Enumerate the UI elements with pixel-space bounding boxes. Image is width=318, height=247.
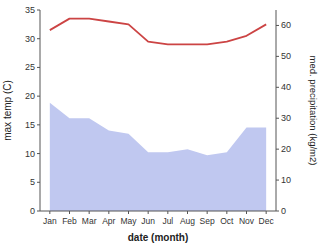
x-tick — [128, 211, 129, 214]
y-tick-label: 10 — [25, 149, 35, 159]
y-tick-label: 20 — [25, 91, 35, 101]
plot-area — [50, 19, 266, 211]
x-tick-label: Aug — [180, 216, 195, 226]
y-tick — [37, 10, 40, 11]
x-tick — [49, 211, 50, 214]
y-tick — [37, 67, 40, 68]
y-tick-label: 0 — [30, 206, 35, 216]
y-tick-label: 35 — [25, 5, 35, 15]
y2-axis-label: med. precipitation (kg/m2) — [308, 56, 318, 166]
x-tick-label: Jul — [162, 216, 173, 226]
x-axis-label: date (month) — [128, 232, 189, 243]
y2-tick — [276, 149, 279, 150]
y2-axis-line — [276, 10, 277, 211]
x-axis-line — [40, 211, 276, 212]
x-tick-label: May — [120, 216, 137, 226]
y-tick — [37, 96, 40, 97]
chart: 0 5 10 15 20 25 30 35 0 10 20 30 40 50 60 Jan Feb Mar Apr M… — [0, 0, 318, 247]
y2-tick — [276, 211, 279, 212]
x-tick — [69, 211, 70, 214]
x-tick-label: Feb — [62, 216, 77, 226]
x-tick — [226, 211, 227, 214]
x-tick-label: Nov — [239, 216, 255, 226]
x-tick — [187, 211, 188, 214]
x-tick — [148, 211, 149, 214]
x-tick-label: Apr — [102, 216, 115, 226]
y2-tick — [276, 56, 279, 57]
y-tick — [37, 124, 40, 125]
x-tick — [246, 211, 247, 214]
x-tick-label: Sep — [200, 216, 215, 226]
y2-tick-label: 20 — [281, 144, 291, 154]
y2-tick-label: 50 — [281, 51, 291, 61]
y2-tick — [276, 25, 279, 26]
y2-tick-label: 0 — [281, 206, 286, 216]
y-axis-line — [40, 10, 41, 211]
x-tick-label: Dec — [259, 216, 275, 226]
y2-tick — [276, 87, 279, 88]
x-tick-label: Jan — [43, 216, 57, 226]
x-tick-label: Jun — [141, 216, 155, 226]
y-tick — [37, 211, 40, 212]
x-tick-label: Oct — [220, 216, 234, 226]
y2-tick — [276, 180, 279, 181]
y2-tick — [276, 118, 279, 119]
y2-tick-label: 40 — [281, 82, 291, 92]
y2-tick-label: 30 — [281, 113, 291, 123]
y2-tick-label: 10 — [281, 175, 291, 185]
y-axis-label: max temp (C) — [2, 80, 13, 141]
y-tick-label: 5 — [30, 177, 35, 187]
x-tick — [167, 211, 168, 214]
precipitation-area — [50, 103, 266, 211]
y-tick — [37, 182, 40, 183]
x-tick — [108, 211, 109, 214]
y-tick — [37, 153, 40, 154]
x-tick-label: Mar — [82, 216, 97, 226]
x-tick — [266, 211, 267, 214]
y2-tick-label: 60 — [281, 20, 291, 30]
y-tick-label: 25 — [25, 62, 35, 72]
x-tick — [207, 211, 208, 214]
y-tick-label: 30 — [25, 34, 35, 44]
x-tick — [89, 211, 90, 214]
y-tick — [37, 38, 40, 39]
temperature-line — [50, 19, 266, 45]
y-tick-label: 15 — [25, 120, 35, 130]
